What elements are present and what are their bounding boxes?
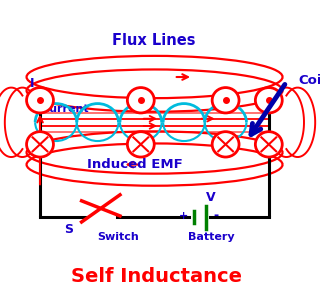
Text: Induced EMF: Induced EMF — [86, 158, 182, 171]
Circle shape — [127, 88, 154, 113]
Text: Switch: Switch — [98, 232, 139, 242]
Text: V: V — [206, 191, 216, 204]
Text: S: S — [64, 223, 73, 236]
Text: Self Inductance: Self Inductance — [71, 267, 242, 286]
Text: -: - — [213, 209, 219, 223]
Text: +: + — [180, 211, 188, 221]
Text: Coil: Coil — [298, 74, 320, 87]
Text: I: I — [30, 76, 34, 90]
Text: Flux Lines: Flux Lines — [112, 33, 195, 48]
Text: Battery: Battery — [188, 232, 235, 242]
Circle shape — [27, 88, 53, 113]
Text: Current: Current — [42, 104, 89, 114]
Circle shape — [255, 88, 282, 113]
Circle shape — [27, 132, 53, 157]
Circle shape — [212, 88, 239, 113]
Circle shape — [127, 132, 154, 157]
Circle shape — [255, 132, 282, 157]
Circle shape — [212, 132, 239, 157]
